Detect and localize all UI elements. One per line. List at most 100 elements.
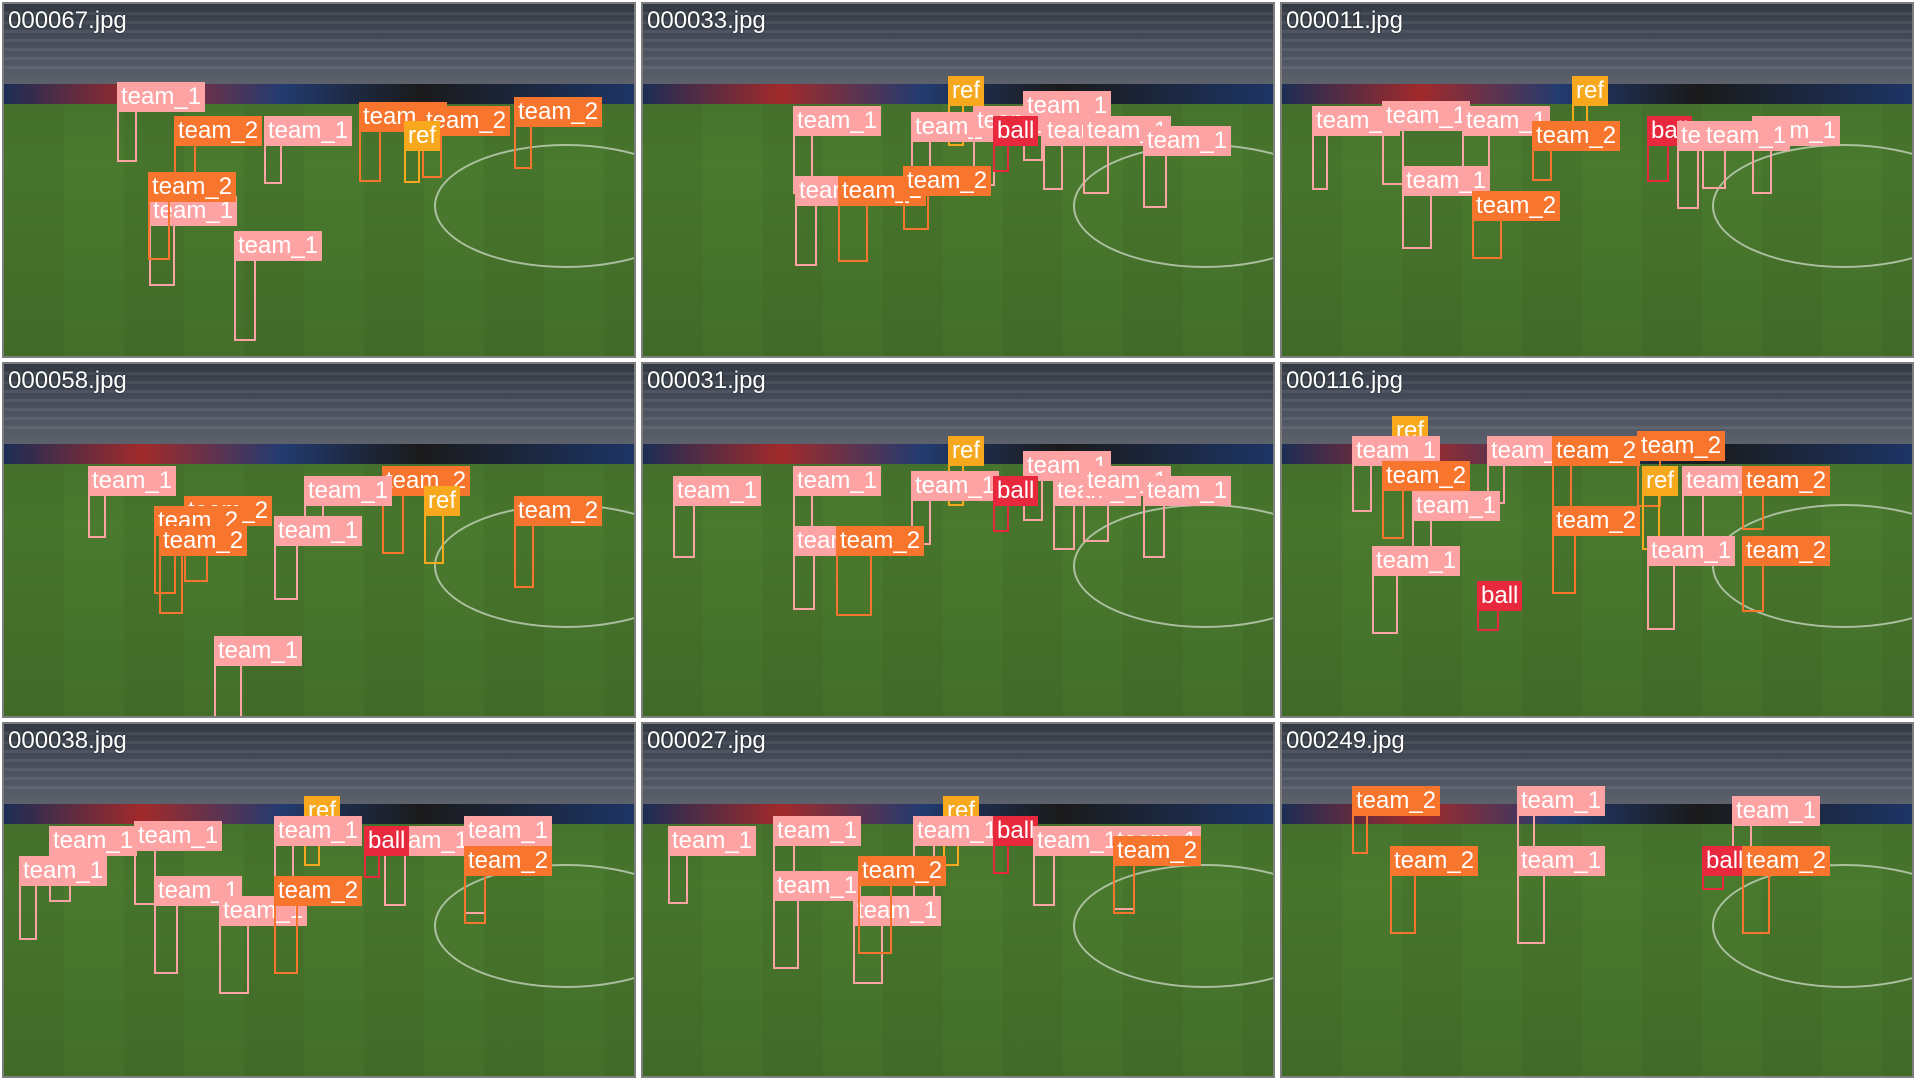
detection-label: team_1 — [264, 116, 353, 146]
detection-box-team-1: team_1 — [1352, 436, 1441, 512]
detection-label: team_1 — [911, 471, 1000, 501]
detection-label: team_1 — [274, 516, 363, 546]
detection-label: team_1 — [234, 231, 323, 261]
detection-box-team-1: team_1 — [1402, 166, 1491, 249]
detection-box-team-2: team_2 — [1742, 536, 1831, 612]
detection-box-team-1: team_1 — [1033, 826, 1122, 906]
detection-box-team-1: team_1 — [304, 476, 393, 546]
image-filename: 000027.jpg — [647, 727, 766, 754]
detection-box-team-1: team_1 — [1412, 491, 1501, 575]
image-filename: 000031.jpg — [647, 367, 766, 394]
detection-label: team_1 — [1382, 101, 1471, 131]
stadium-stands — [1282, 364, 1912, 444]
detection-box-team-2: team_2 — [1390, 846, 1479, 934]
stadium-stands — [1282, 4, 1912, 84]
detection-box-team-1: team_1 — [773, 816, 862, 894]
detection-label: team_2 — [1352, 786, 1441, 816]
detection-box-team-1: team_1 — [913, 816, 1002, 900]
detection-label: team_1 — [274, 816, 363, 846]
image-filename: 000011.jpg — [1286, 7, 1403, 34]
detection-box-team-1: team_1 — [1083, 466, 1172, 542]
detection-box-team-1: team_1 — [793, 526, 882, 610]
image-tile: 000116.jpg ref team_1 team_1 team_2 team_2 tea… — [1280, 362, 1914, 718]
detection-box-ref: ref — [424, 486, 461, 564]
detection-box-team-1: team_1 — [853, 896, 942, 984]
detection-box-ball: ball — [1647, 116, 1693, 182]
detection-box-team-2: team_2 — [274, 876, 363, 974]
detection-box-team-1: team_1 — [154, 876, 243, 974]
detection-label: team_1 — [1143, 126, 1232, 156]
detection-box-team-2: team_2 — [836, 526, 925, 616]
detection-label: team_1 — [673, 476, 762, 506]
detection-label: team_1 — [1033, 826, 1122, 856]
detection-label: team_2 — [1552, 436, 1641, 466]
detection-box-team-2: team_2 — [514, 496, 603, 588]
detection-box-ref: ref — [948, 76, 985, 146]
detection-box-team-1: team_1 — [1143, 126, 1232, 208]
detection-box-team-2: team_2 — [1113, 836, 1202, 914]
detection-box-team-1: team_1 — [274, 816, 363, 900]
detection-label: team_2 — [514, 496, 603, 526]
detection-box-ball: ball — [993, 116, 1039, 172]
detection-box-team-1: team_1 — [1702, 121, 1791, 189]
detection-box-team-2: team_2 — [464, 846, 553, 924]
detection-label: team_1 — [773, 871, 862, 901]
stadium-stands — [643, 4, 1273, 84]
image-filename: 000116.jpg — [1286, 367, 1403, 394]
detection-box-ref: ref — [404, 121, 441, 183]
detection-box-team-2: team_2 — [903, 166, 992, 230]
stadium-stands — [4, 4, 634, 84]
detection-box-team-1: team_1 — [19, 856, 108, 940]
detection-box-team-2: team_2 — [359, 102, 448, 182]
detection-label: team_1 — [1732, 796, 1821, 826]
detection-box-team-1: team_1 — [134, 821, 223, 905]
detection-box-team-1: team_1 — [1517, 846, 1606, 944]
detection-label: team_1 — [117, 82, 206, 112]
detection-label: team_2 — [1552, 506, 1641, 536]
detection-box-team-1: team_1 — [1053, 476, 1142, 550]
detection-box-team-2: team_2 — [1552, 506, 1641, 594]
detection-box-team-1: team_1 — [384, 826, 473, 906]
detection-box-team-1: team_1 — [274, 516, 363, 600]
detection-label: ref — [1642, 466, 1679, 496]
detection-box-team-2: team_2 — [514, 97, 603, 169]
detection-box-team-2: team_2 — [1472, 191, 1561, 259]
image-tile: 000031.jpg ref team_1 team_1 team_1 team_1 bal… — [641, 362, 1275, 718]
detection-box-team-1: team_1 — [234, 231, 323, 341]
image-tile: 000027.jpg ref team_1 team_1 team_1 ball team_… — [641, 722, 1275, 1078]
image-tile: 000067.jpg team_1 team_2 team_2 team_2 team_2… — [2, 2, 636, 358]
detection-box-team-1: team_1 — [1382, 101, 1471, 185]
detection-label: team_2 — [1532, 121, 1621, 151]
detection-label: team_2 — [1113, 836, 1202, 866]
detection-label: ball — [1702, 846, 1748, 876]
detection-label: team_2 — [159, 526, 248, 556]
detection-box-team-1: team_1 — [49, 826, 138, 902]
detection-box-team-2: team_2 — [1352, 786, 1441, 854]
detection-label: team_1 — [464, 816, 553, 846]
detection-label: team_1 — [773, 816, 862, 846]
image-tile: 000249.jpg team_2 team_1 team_1 team_2 team_1… — [1280, 722, 1914, 1078]
image-filename: 000249.jpg — [1286, 727, 1405, 754]
detection-box-ball: ball — [1477, 581, 1523, 631]
stadium-stands — [4, 724, 634, 804]
detection-box-team-1: team_1 — [793, 466, 882, 552]
detection-box-ref: ref — [1642, 466, 1679, 550]
detection-label: team_1 — [304, 476, 393, 506]
detection-label: team_1 — [1517, 786, 1606, 816]
detection-box-team-1: team_1 — [1312, 106, 1401, 190]
detection-box-ball: ball — [993, 816, 1039, 874]
detection-box-ball: ball — [1702, 846, 1748, 890]
detection-box-team-1: team_1 — [911, 471, 1000, 545]
detection-box-team-2: team_2 — [148, 172, 237, 260]
advertising-boards — [4, 444, 634, 464]
stadium-stands — [4, 364, 634, 444]
detection-box-team-1: team_1 — [214, 636, 303, 716]
detection-label: ball — [364, 826, 410, 856]
detection-box-team-2: team_2 — [1552, 436, 1641, 510]
detection-box-team-1: team_1 — [1732, 796, 1821, 872]
detection-box-ref: ref — [1572, 76, 1609, 146]
detection-label: team_1 — [1412, 491, 1501, 521]
detection-label: ball — [993, 116, 1039, 146]
detection-label: ref — [948, 76, 985, 106]
